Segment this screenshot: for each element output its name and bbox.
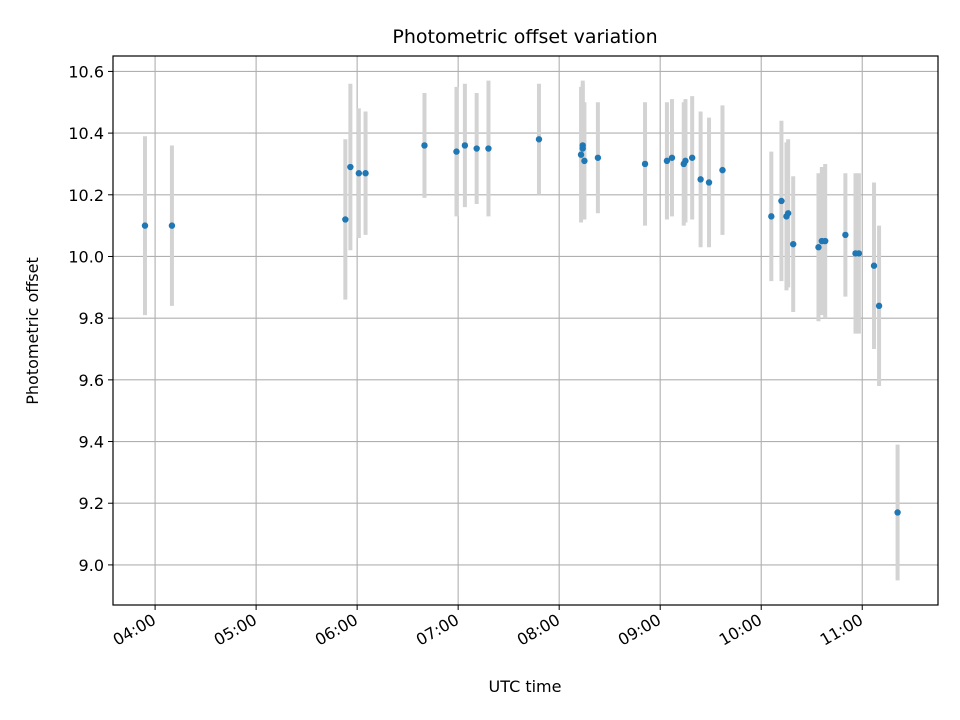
data-point xyxy=(778,197,785,205)
y-tick-label: 9.8 xyxy=(79,309,104,328)
x-tick-label: 07:00 xyxy=(413,610,462,650)
data-point xyxy=(719,166,726,174)
y-tick-label: 9.4 xyxy=(79,433,104,452)
y-tick-label: 10.4 xyxy=(68,124,104,143)
error-bars xyxy=(142,80,900,581)
grid-lines xyxy=(113,56,938,605)
data-point xyxy=(894,509,901,516)
data-point xyxy=(355,170,363,177)
data-point xyxy=(485,145,492,152)
y-axis: 9.0 9.2 9.4 9.6 9.8 10.0 10.2 10.4 10.6 xyxy=(68,62,113,575)
x-tick-label: 05:00 xyxy=(211,610,260,650)
data-point xyxy=(641,160,649,168)
plot-frame xyxy=(112,55,939,606)
data-point xyxy=(473,145,480,152)
x-axis-label: UTC time xyxy=(489,677,562,696)
data-point xyxy=(875,302,883,310)
data-point xyxy=(688,154,696,161)
data-point xyxy=(697,176,704,183)
data-point xyxy=(784,210,792,217)
data-point xyxy=(842,231,849,239)
x-axis: 04:00 05:00 06:00 07:00 08:00 09:00 10:00 11:00 xyxy=(110,605,866,650)
data-point xyxy=(579,145,586,152)
data-point xyxy=(705,179,713,186)
y-tick-label: 10.0 xyxy=(68,247,104,266)
y-tick-label: 10.6 xyxy=(68,62,104,81)
y-tick-label: 9.0 xyxy=(79,556,104,575)
data-point xyxy=(461,142,469,149)
chart-title: Photometric offset variation xyxy=(392,26,657,48)
x-tick-label: 04:00 xyxy=(110,610,159,650)
data-point xyxy=(362,170,369,177)
data-point xyxy=(581,157,588,165)
data-point xyxy=(682,157,689,165)
x-tick-label: 11:00 xyxy=(817,610,866,650)
data-point xyxy=(668,154,676,161)
x-tick-label: 09:00 xyxy=(615,610,664,650)
data-point xyxy=(815,244,822,251)
data-point xyxy=(870,262,878,269)
data-point xyxy=(855,250,863,257)
data-point xyxy=(347,163,354,171)
x-tick-label: 06:00 xyxy=(312,610,361,650)
data-point xyxy=(663,157,671,165)
data-point xyxy=(141,222,149,229)
data-point xyxy=(342,216,349,223)
x-tick-label: 10:00 xyxy=(716,610,765,650)
data-point xyxy=(768,213,775,220)
data-point xyxy=(535,136,543,143)
y-axis-label: Photometric offset xyxy=(23,257,42,405)
data-point xyxy=(821,237,829,245)
data-point xyxy=(421,142,428,149)
y-tick-label: 10.2 xyxy=(68,186,104,205)
data-point xyxy=(577,151,585,158)
data-point xyxy=(168,222,176,229)
data-point xyxy=(790,240,797,248)
x-tick-label: 08:00 xyxy=(514,610,563,650)
data-point xyxy=(594,154,602,161)
data-point xyxy=(453,148,460,155)
y-tick-label: 9.6 xyxy=(79,371,104,390)
data-points xyxy=(141,136,901,516)
y-tick-label: 9.2 xyxy=(79,494,104,513)
